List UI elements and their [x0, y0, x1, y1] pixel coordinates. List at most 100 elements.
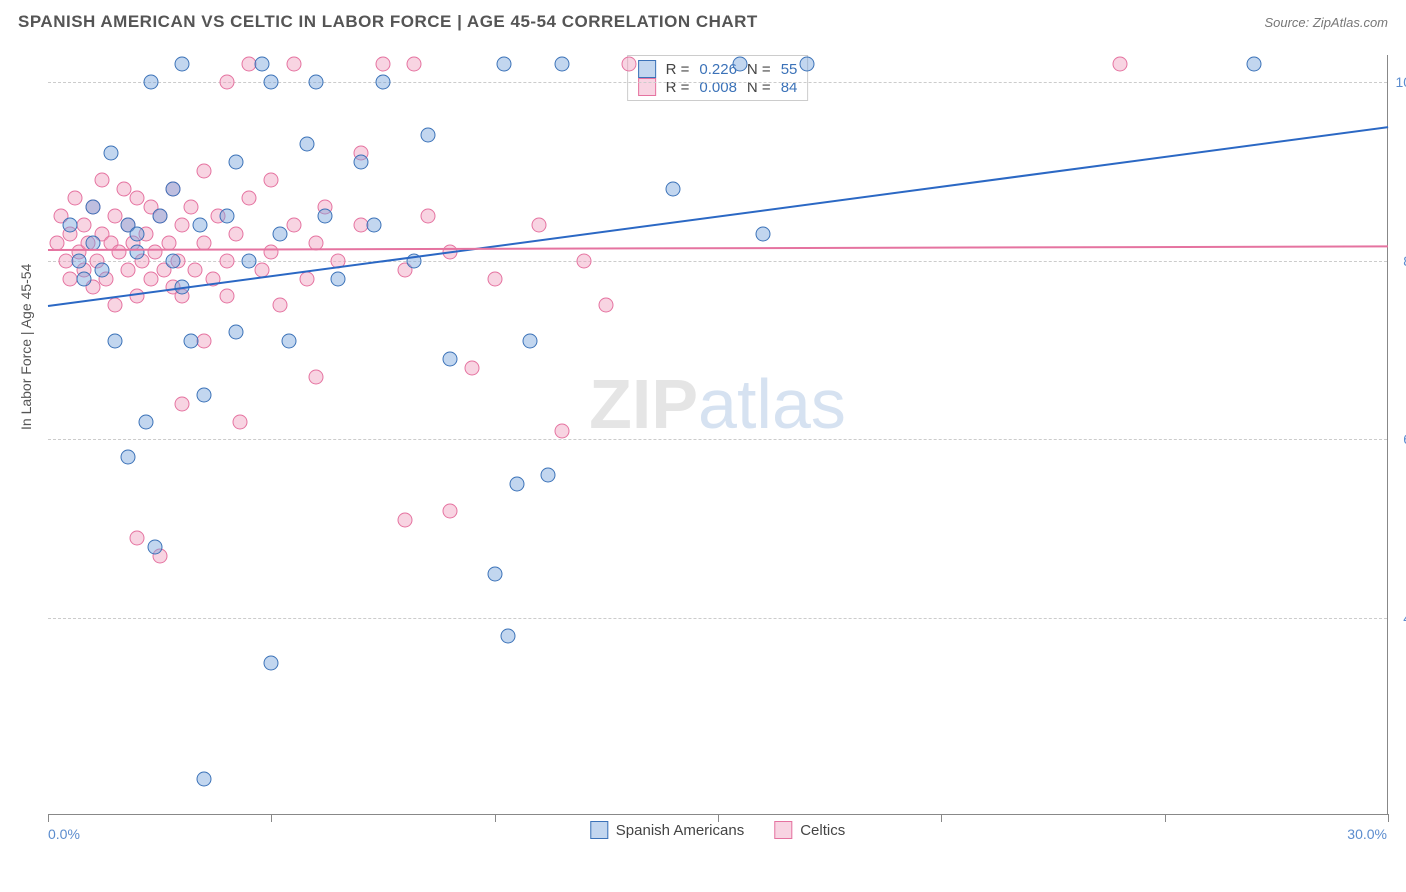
scatter-point	[300, 137, 315, 152]
scatter-point	[300, 271, 315, 286]
scatter-point	[219, 74, 234, 89]
scatter-point	[523, 334, 538, 349]
scatter-point	[733, 56, 748, 71]
x-tick	[941, 814, 942, 822]
scatter-point	[121, 262, 136, 277]
y-tick-label: 100.0%	[1396, 74, 1406, 90]
scatter-point	[197, 387, 212, 402]
scatter-point	[309, 369, 324, 384]
scatter-point	[487, 566, 502, 581]
legend-item-1: Celtics	[774, 821, 845, 839]
scatter-point	[228, 325, 243, 340]
scatter-point	[599, 298, 614, 313]
scatter-point	[242, 253, 257, 268]
scatter-point	[286, 56, 301, 71]
scatter-point	[76, 271, 91, 286]
scatter-point	[143, 74, 158, 89]
scatter-point	[63, 217, 78, 232]
chart-plot-area: ZIPatlas R = 0.226 N = 55 R = 0.008 N = …	[48, 55, 1388, 815]
regression-line	[48, 245, 1388, 251]
x-tick	[495, 814, 496, 822]
scatter-point	[228, 155, 243, 170]
regression-line	[48, 127, 1388, 308]
scatter-point	[1247, 56, 1262, 71]
scatter-point	[353, 155, 368, 170]
gridline-h	[48, 618, 1387, 619]
legend-label: Spanish Americans	[616, 822, 744, 839]
scatter-point	[103, 146, 118, 161]
scatter-point	[407, 56, 422, 71]
legend-swatch-pink	[638, 78, 656, 96]
scatter-point	[800, 56, 815, 71]
scatter-point	[541, 468, 556, 483]
scatter-point	[577, 253, 592, 268]
x-axis-min-label: 0.0%	[48, 826, 80, 842]
legend-stats-row-0: R = 0.226 N = 55	[638, 60, 798, 78]
legend-item-0: Spanish Americans	[590, 821, 744, 839]
scatter-point	[94, 173, 109, 188]
x-tick	[1388, 814, 1389, 822]
scatter-point	[443, 504, 458, 519]
scatter-point	[197, 164, 212, 179]
legend-swatch-pink	[774, 821, 792, 839]
scatter-point	[188, 262, 203, 277]
watermark-atlas: atlas	[698, 365, 846, 443]
scatter-point	[496, 56, 511, 71]
y-axis-title: In Labor Force | Age 45-54	[18, 264, 34, 430]
scatter-point	[116, 182, 131, 197]
scatter-point	[264, 656, 279, 671]
scatter-point	[376, 56, 391, 71]
scatter-point	[148, 539, 163, 554]
n-label: N =	[747, 61, 771, 78]
n-value: 55	[781, 61, 798, 78]
scatter-point	[139, 414, 154, 429]
scatter-point	[219, 289, 234, 304]
scatter-point	[143, 271, 158, 286]
x-tick	[48, 814, 49, 822]
x-axis-max-label: 30.0%	[1347, 826, 1387, 842]
scatter-point	[510, 477, 525, 492]
scatter-point	[112, 244, 127, 259]
scatter-point	[108, 334, 123, 349]
scatter-point	[197, 772, 212, 787]
x-tick	[271, 814, 272, 822]
watermark-zip: ZIP	[589, 365, 698, 443]
scatter-point	[420, 128, 435, 143]
legend-swatch-blue	[638, 60, 656, 78]
scatter-point	[487, 271, 502, 286]
scatter-point	[130, 289, 145, 304]
scatter-point	[273, 226, 288, 241]
legend-stats-row-1: R = 0.008 N = 84	[638, 78, 798, 96]
scatter-point	[130, 244, 145, 259]
scatter-point	[108, 208, 123, 223]
scatter-point	[130, 530, 145, 545]
scatter-point	[130, 226, 145, 241]
scatter-point	[175, 56, 190, 71]
scatter-point	[67, 191, 82, 206]
scatter-point	[755, 226, 770, 241]
scatter-point	[175, 396, 190, 411]
legend-swatch-blue	[590, 821, 608, 839]
scatter-point	[376, 74, 391, 89]
scatter-point	[166, 253, 181, 268]
scatter-point	[331, 271, 346, 286]
scatter-point	[94, 262, 109, 277]
scatter-point	[264, 244, 279, 259]
scatter-point	[197, 334, 212, 349]
scatter-point	[148, 244, 163, 259]
scatter-point	[420, 208, 435, 223]
scatter-point	[264, 173, 279, 188]
scatter-point	[443, 352, 458, 367]
x-tick	[718, 814, 719, 822]
scatter-point	[367, 217, 382, 232]
scatter-point	[166, 182, 181, 197]
scatter-point	[264, 74, 279, 89]
chart-source: Source: ZipAtlas.com	[1264, 15, 1388, 30]
legend-series: Spanish Americans Celtics	[590, 821, 845, 839]
scatter-point	[130, 191, 145, 206]
scatter-point	[273, 298, 288, 313]
scatter-point	[621, 56, 636, 71]
scatter-point	[317, 208, 332, 223]
scatter-point	[228, 226, 243, 241]
scatter-point	[183, 334, 198, 349]
